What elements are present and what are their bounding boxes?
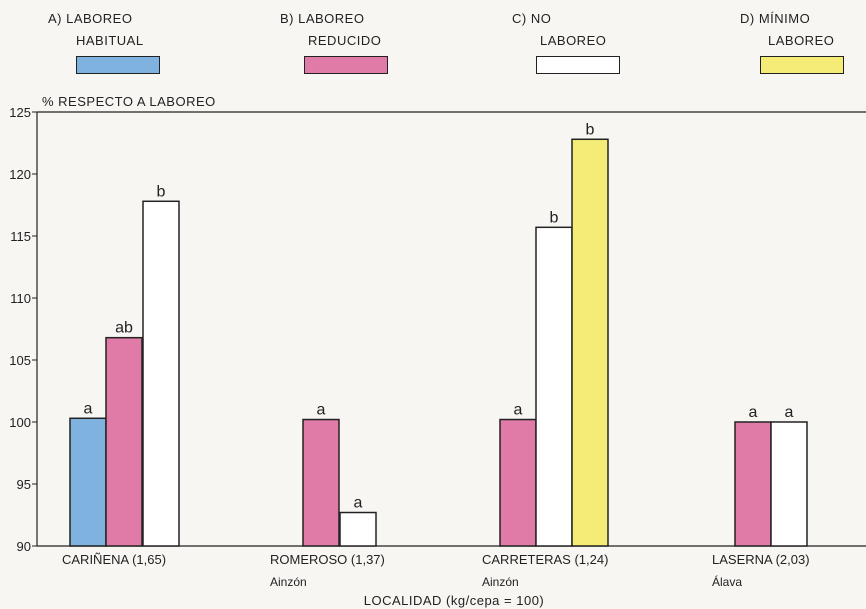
bar-d [571,138,609,547]
bar-b [734,421,772,547]
legend-swatch-c [536,56,620,74]
y-tick-label: 120 [9,167,31,182]
legend-item-c: C) NO LABOREO [512,8,606,52]
bar-b [499,418,537,547]
legend-a-line1: A) LABOREO [48,11,133,26]
y-tick-label: 95 [17,477,31,492]
legend-a-line2: HABITUAL [76,33,144,48]
y-tick-label: 125 [9,105,31,120]
significance-label: a [317,402,326,419]
legend-swatch-d [760,56,844,74]
legend-item-b: B) LABOREO REDUCIDO [280,8,381,52]
category-label: CARRETERAS (1,24) [482,552,608,567]
y-axis-title: % RESPECTO A LABOREO [42,94,216,109]
legend-swatch-b [304,56,388,74]
category-sublabel: Ainzón [482,575,519,589]
significance-label: a [354,495,363,512]
significance-label: b [586,121,595,138]
y-tick-label: 110 [10,291,31,306]
y-tick-label: 105 [9,353,31,368]
legend-c-line1: C) NO [512,11,552,26]
bar-b [105,336,143,547]
significance-label: a [749,404,758,421]
y-tick-label: 100 [9,415,31,430]
significance-label: a [514,402,523,419]
bar-c [535,226,573,547]
y-tick-label: 115 [10,229,31,244]
legend-c-line2: LABOREO [540,33,607,48]
bar-b [302,418,340,547]
legend-d-line1: D) MÍNIMO [740,11,811,26]
legend-d-line2: LABOREO [768,33,835,48]
significance-label: a [785,404,794,421]
category-label: LASERNA (2,03) [712,552,810,567]
bar-c [142,200,180,547]
significance-label: b [550,209,559,226]
bar-c [770,421,808,547]
legend-swatch-a [76,56,160,74]
legend-item-a: A) LABOREO HABITUAL [48,8,144,52]
y-tick-label: 90 [17,539,31,554]
category-sublabel: Álava [712,574,742,589]
bar-c [339,511,377,547]
significance-label: b [157,183,166,200]
significance-label: ab [115,320,133,337]
legend-item-d: D) MÍNIMO LABOREO [740,8,834,52]
legend-b-line2: REDUCIDO [308,33,382,48]
x-axis-title: LOCALIDAD (kg/cepa = 100) [364,593,545,608]
category-sublabel: Ainzón [270,575,307,589]
category-label: ROMEROSO (1,37) [270,552,385,567]
bar-a [69,417,107,547]
significance-label: a [84,400,93,417]
legend-b-line1: B) LABOREO [280,11,365,26]
category-label: CARIÑENA (1,65) [62,552,166,567]
